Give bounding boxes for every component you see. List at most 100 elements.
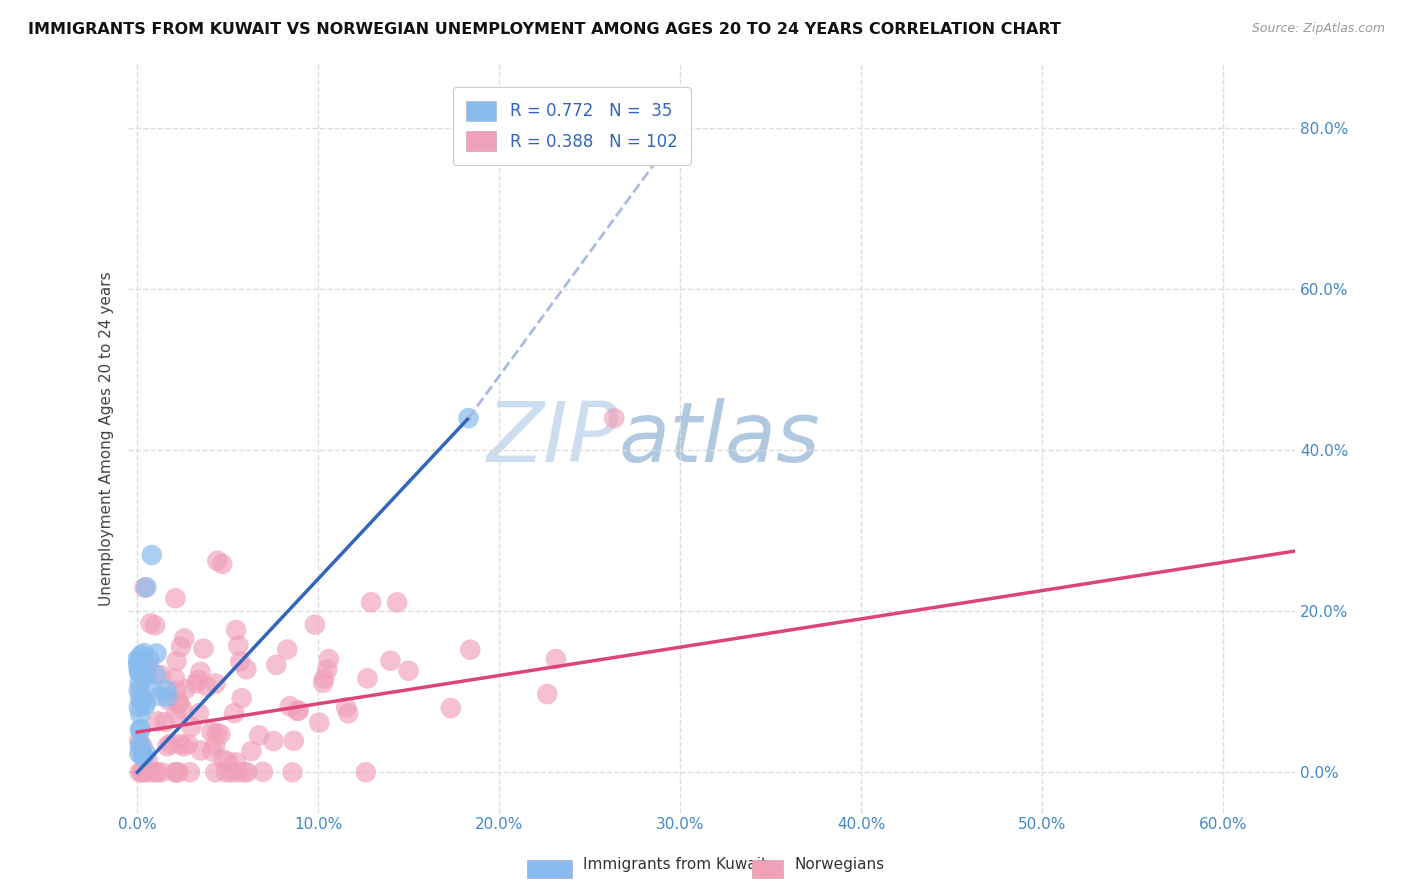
Point [174,682,197,697]
Point [177,737,200,751]
Point [276,642,298,657]
Point [354,765,377,780]
Point [264,657,287,672]
Point [132,646,155,660]
Point [172,739,194,754]
Y-axis label: Unemployment Among Ages 20 to 24 years: Unemployment Among Ages 20 to 24 years [100,271,114,606]
Point [536,687,558,701]
Point [136,765,159,780]
Point [128,664,150,678]
Point [287,704,309,718]
Point [136,755,159,769]
Point [312,675,335,690]
Point [193,641,215,656]
Point [283,733,305,747]
Point [128,683,150,698]
Point [188,706,211,721]
Point [224,706,246,721]
Point [128,765,150,780]
Point [233,765,256,780]
Point [129,738,152,752]
Point [308,715,330,730]
Point [187,673,209,687]
Point [380,654,402,668]
Point [240,744,263,758]
Point [165,708,187,723]
Point [156,690,179,704]
Point [166,654,188,668]
Point [128,734,150,748]
Point [157,693,180,707]
Point [235,662,257,676]
Point [128,700,150,714]
Point [131,765,153,780]
Point [212,753,235,767]
Point [129,692,152,706]
Point [179,765,201,780]
Point [142,765,165,780]
Point [138,653,160,667]
Point [204,765,226,780]
Point [129,722,152,736]
Point [360,595,382,609]
Point [335,700,357,714]
Point [173,632,195,646]
Point [134,581,156,595]
Text: IMMIGRANTS FROM KUWAIT VS NORWEGIAN UNEMPLOYMENT AMONG AGES 20 TO 24 YEARS CORRE: IMMIGRANTS FROM KUWAIT VS NORWEGIAN UNEM… [28,22,1062,37]
Point [205,726,228,740]
Point [131,765,153,780]
Point [128,747,150,761]
Point [226,639,249,653]
Point [337,706,360,721]
Point [132,749,155,764]
Point [131,739,153,753]
Point [150,668,173,682]
Point [211,557,233,571]
Point [318,652,340,666]
Text: Norwegians: Norwegians [794,857,884,872]
Point [356,672,378,686]
Point [281,765,304,780]
Point [172,702,194,716]
Point [226,765,249,780]
Point [128,665,150,679]
Point [134,698,156,713]
Point [129,707,152,722]
Point [139,682,162,697]
Point [603,411,626,425]
Point [231,691,253,706]
Point [316,663,339,677]
Text: Immigrants from Kuwait: Immigrants from Kuwait [583,857,768,872]
Text: ZIP: ZIP [486,398,619,479]
Point [149,689,172,703]
Point [128,654,150,668]
Point [143,618,166,632]
Point [131,695,153,709]
Point [207,554,229,568]
Point [195,680,218,694]
Point [167,765,190,780]
Point [150,765,173,780]
Point [229,654,252,668]
Point [215,765,238,780]
Point [129,686,152,700]
Point [201,744,224,758]
Point [145,667,167,681]
Point [278,699,301,714]
Point [155,682,177,697]
Point [167,696,190,710]
Point [129,723,152,737]
Point [169,737,191,751]
Point [236,765,259,780]
Point [252,764,274,779]
Point [314,672,336,686]
Point [135,580,157,594]
Point [145,647,167,661]
Point [304,617,326,632]
Point [458,642,481,657]
Point [163,671,186,685]
Point [135,663,157,677]
Point [153,714,176,729]
Text: atlas: atlas [619,398,820,479]
Point [146,765,169,780]
